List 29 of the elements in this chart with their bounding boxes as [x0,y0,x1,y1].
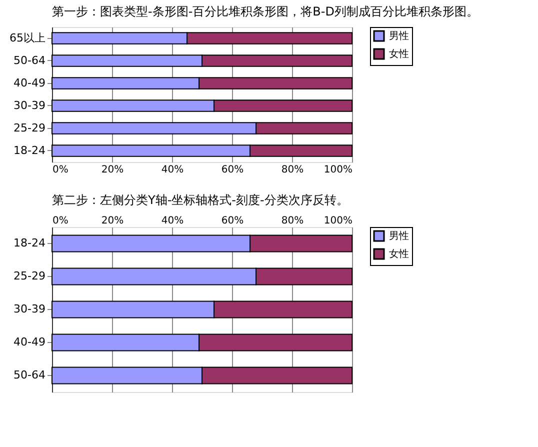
y-tick-label: 40-49 [14,336,46,348]
y-tick-label: 18-24 [14,144,46,157]
x-tick-label: 80% [281,216,304,226]
y-tick-label: 65以上 [10,31,46,44]
x-tick-label: 60% [221,164,244,176]
x-tick-label: 100% [324,216,352,226]
y-tick-label: 40-49 [14,76,46,90]
chart-title: 第一步：图表类型-条形图-百分比堆积条形图，将B-D列制成百分比堆积条形图。 [52,4,478,18]
y-tick-label: 30-39 [14,98,46,112]
x-tick-label: 40% [161,216,184,226]
y-tick-label: 25-29 [14,270,46,282]
x-tick-label: 40% [161,164,184,176]
legend-label: 男性 [389,30,409,42]
y-tick-label: 30-39 [14,302,46,316]
x-tick-label: 20% [101,216,124,226]
x-tick-label: 60% [221,216,244,226]
y-tick-label: 25-29 [14,121,46,134]
x-tick-label: 80% [281,164,304,176]
legend-label: 女性 [389,48,409,60]
y-tick-label: 50-64 [14,368,46,382]
y-tick-label: 50-64 [14,54,46,67]
x-tick-label: 0% [52,216,68,226]
chart-title: 第二步：左侧分类Y轴-坐标轴格式-刻度-分类次序反转。 [52,193,348,207]
y-tick-label: 18-24 [14,236,46,250]
x-tick-label: 20% [101,164,124,176]
legend-label: 女性 [389,248,409,260]
legend-label: 男性 [389,230,409,242]
x-tick-label: 100% [324,164,352,176]
x-tick-label: 0% [52,164,68,176]
